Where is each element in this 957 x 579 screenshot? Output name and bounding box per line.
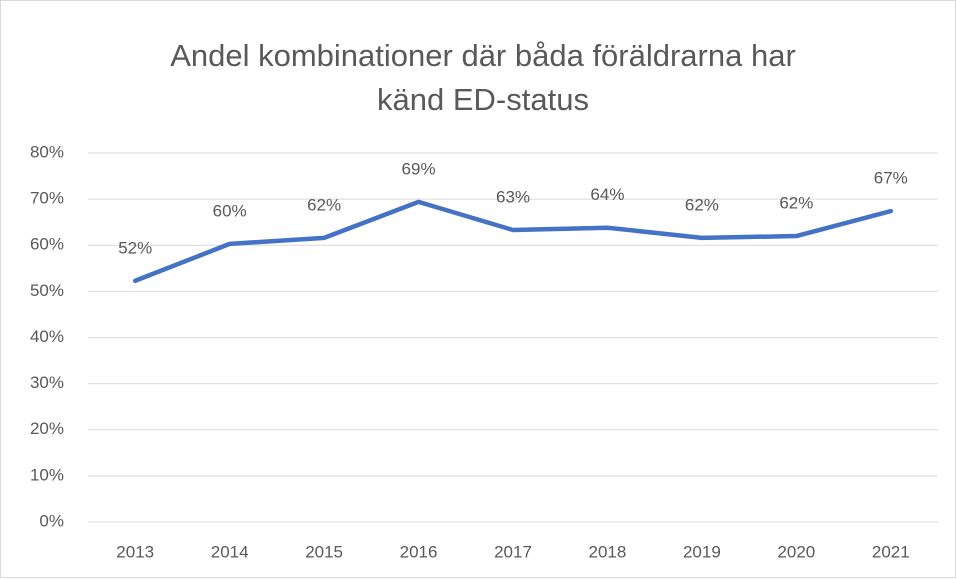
y-tick-label: 10%	[30, 465, 64, 484]
x-tick-label: 2020	[777, 542, 815, 561]
data-label: 62%	[685, 195, 719, 214]
y-tick-label: 70%	[30, 189, 64, 208]
data-label: 52%	[118, 238, 152, 257]
chart-title: känd ED-status	[377, 82, 589, 117]
y-tick-label: 50%	[30, 281, 64, 300]
x-tick-label: 2013	[116, 542, 154, 561]
x-tick-label: 2019	[683, 542, 721, 561]
x-tick-label: 2015	[305, 542, 343, 561]
data-label: 60%	[213, 201, 247, 220]
x-tick-label: 2021	[872, 542, 910, 561]
chart-title: Andel kombinationer där båda föräldrarna…	[170, 38, 796, 73]
data-label: 63%	[496, 188, 530, 207]
x-tick-label: 2016	[400, 542, 438, 561]
y-tick-label: 20%	[30, 419, 64, 438]
y-tick-label: 60%	[30, 235, 64, 254]
y-tick-label: 80%	[30, 142, 64, 161]
y-tick-label: 40%	[30, 327, 64, 346]
data-label: 62%	[307, 195, 341, 214]
data-label: 69%	[402, 159, 436, 178]
x-tick-label: 2017	[494, 542, 532, 561]
data-label: 64%	[590, 185, 624, 204]
x-tick-label: 2018	[589, 542, 627, 561]
y-tick-label: 0%	[39, 511, 64, 530]
x-tick-label: 2014	[211, 542, 249, 561]
y-tick-label: 30%	[30, 373, 64, 392]
data-label: 67%	[874, 169, 908, 188]
data-label: 62%	[779, 194, 813, 213]
data-line	[132, 199, 894, 284]
